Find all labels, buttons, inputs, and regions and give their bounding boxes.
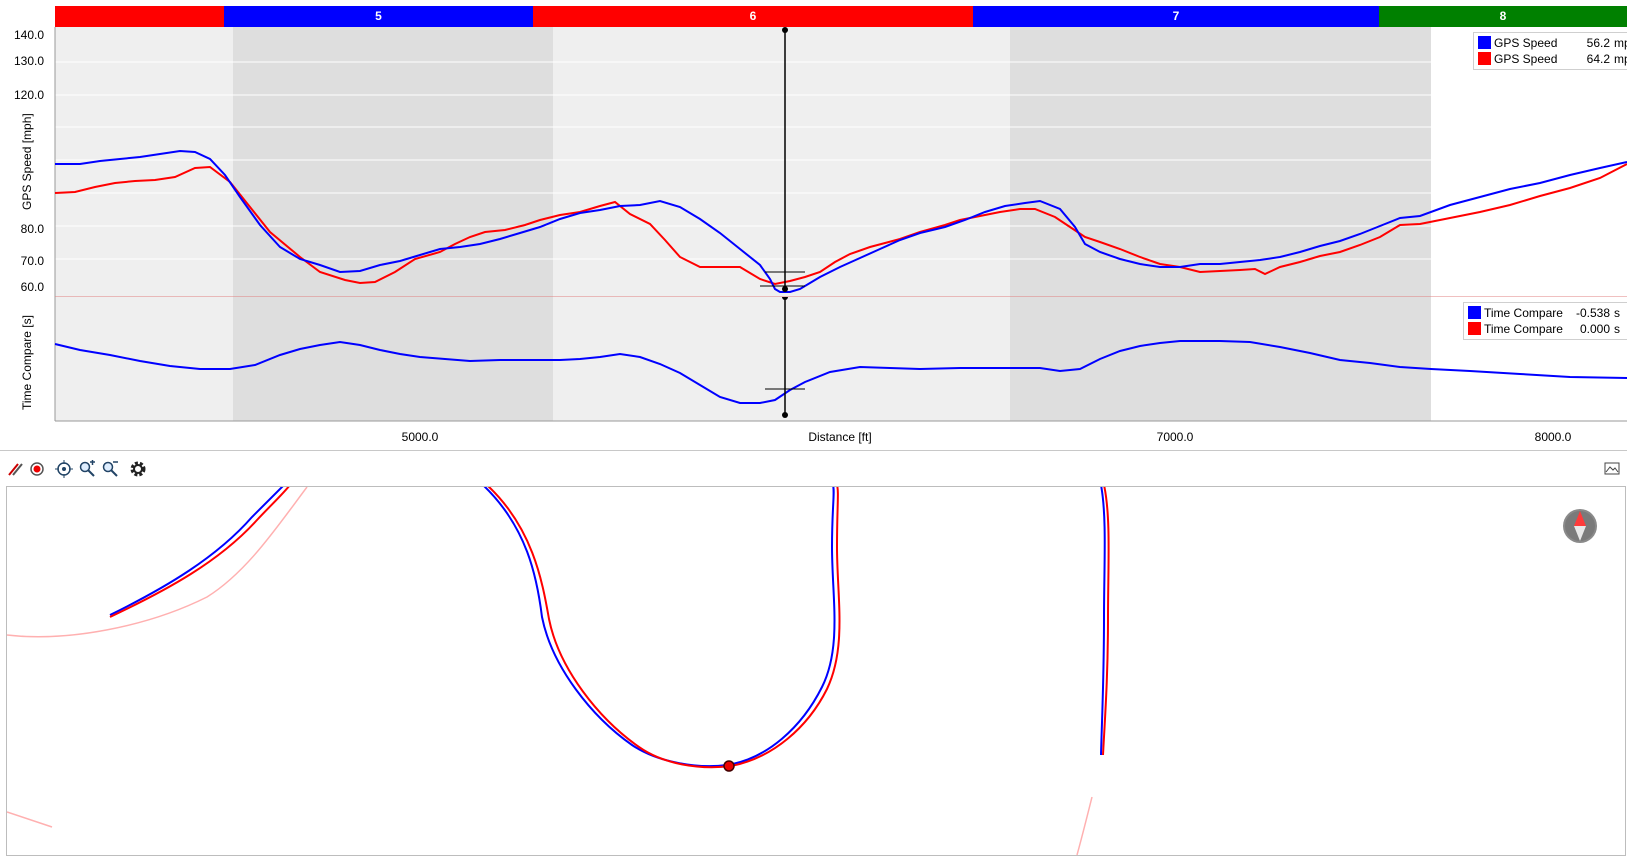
legend-name: GPS Speed (1494, 36, 1558, 50)
x-tick: 7000.0 (1156, 430, 1194, 444)
legend-entry[interactable]: GPS Speed 64.2 mph (1478, 51, 1627, 67)
x-tick: 8000.0 (1534, 430, 1572, 444)
speed-trace-red (54, 163, 1627, 286)
legend-unit: s (1614, 306, 1620, 320)
legend-swatch-red (1468, 322, 1481, 335)
track-line-blue (1100, 487, 1106, 756)
legend-swatch-red (1478, 52, 1491, 65)
legend-swatch-blue (1478, 36, 1491, 49)
legend-value: 0.000 (1579, 322, 1610, 336)
legend-value: -0.538 (1575, 306, 1610, 320)
track-line-red (487, 487, 841, 769)
sector-segment[interactable]: 8 (1379, 6, 1627, 27)
zoom-out-icon[interactable] (99, 458, 121, 480)
legend-value: 64.2 (1586, 52, 1610, 66)
legend-entry[interactable]: GPS Speed 56.2 mph (1478, 35, 1627, 51)
speed-legend: GPS Speed 56.2 mph GPS Speed 64.2 mph (1473, 32, 1627, 70)
export-image-icon[interactable] (1601, 458, 1623, 480)
sector-segment[interactable]: 5 (224, 6, 533, 27)
compass-icon (1563, 509, 1597, 543)
legend-unit: mph (1614, 36, 1627, 50)
track-map-canvas (7, 487, 1597, 855)
sector-label: 8 (1499, 9, 1507, 23)
legend-unit: mph (1614, 52, 1627, 66)
speed-chart[interactable] (0, 27, 1627, 297)
speed-trace-blue (55, 149, 1627, 293)
sector-segment[interactable] (55, 6, 224, 27)
y-tick: 120.0 (13, 88, 44, 102)
y-tick: 130.0 (13, 54, 44, 68)
y-tick: 140.0 (13, 28, 44, 42)
track-line-blue (109, 487, 284, 616)
legend-entry[interactable]: Time Compare 0.000 s (1468, 321, 1626, 337)
gear-icon[interactable] (127, 458, 149, 480)
y-tick: 70.0 (20, 254, 44, 268)
legend-name: Time Compare (1484, 306, 1563, 320)
time-compare-trace-blue (54, 340, 1627, 404)
track-line-red (1102, 487, 1110, 756)
legend-entry[interactable]: Time Compare -0.538 s (1468, 305, 1626, 321)
chart-divider (0, 450, 1627, 451)
record-icon[interactable] (26, 458, 48, 480)
sector-bar: 5 6 7 8 (55, 6, 1627, 27)
sector-segment[interactable]: 7 (973, 6, 1379, 27)
time-compare-legend: Time Compare -0.538 s Time Compare 0.000 s (1463, 302, 1627, 340)
x-axis-label: Distance [ft] (808, 430, 872, 444)
zoom-in-icon[interactable] (76, 458, 98, 480)
legend-swatch-blue (1468, 306, 1481, 319)
y-tick: 60.0 (20, 280, 44, 294)
legend-unit: s (1614, 322, 1620, 336)
sector-segment[interactable]: 6 (533, 6, 973, 27)
speed-axis-label: GPS Speed [mph] (20, 113, 34, 210)
track-line-blue (483, 487, 836, 768)
legend-value: 56.2 (1586, 36, 1610, 50)
sector-label: 5 (375, 9, 382, 23)
pen-icon[interactable] (4, 458, 26, 480)
x-tick: 5000.0 (401, 430, 439, 444)
time-compare-chart[interactable] (0, 297, 1627, 425)
track-line-red (109, 487, 290, 618)
legend-name: GPS Speed (1494, 52, 1558, 66)
legend-name: Time Compare (1484, 322, 1563, 336)
track-map[interactable] (6, 486, 1626, 856)
map-toolbar (0, 456, 1627, 482)
target-icon[interactable] (53, 458, 75, 480)
time-compare-axis-label: Time Compare [s] (20, 315, 34, 410)
position-marker (723, 760, 735, 772)
y-tick: 80.0 (20, 222, 44, 236)
sector-label: 7 (1172, 9, 1180, 23)
sector-label: 6 (749, 9, 757, 23)
